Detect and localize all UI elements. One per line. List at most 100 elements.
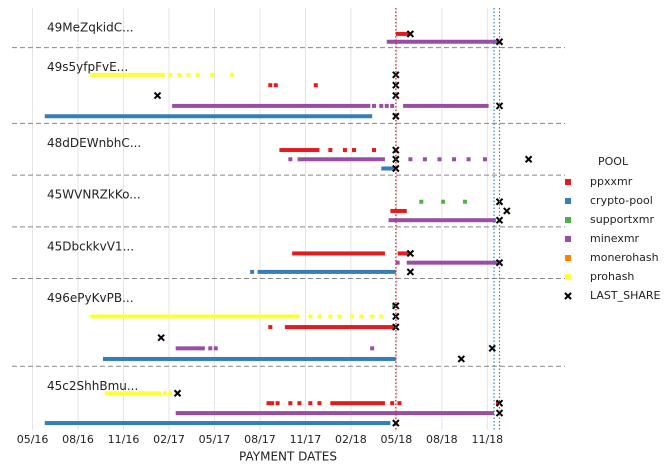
payment-point — [437, 157, 442, 162]
wallet-label: 48dDEWnbhC... — [47, 136, 141, 150]
wallet-label: 49MeZqkidC... — [47, 21, 134, 35]
x-tick-label: 02/18 — [335, 433, 367, 446]
last-share-marker — [173, 389, 182, 397]
activity-segment — [292, 251, 385, 256]
last-share-marker — [495, 258, 504, 267]
activity-segment — [284, 325, 395, 330]
payment-point — [308, 314, 313, 319]
wallet-label: 45DbckkvV1... — [47, 239, 134, 253]
payment-point — [379, 314, 384, 319]
legend-marker — [565, 255, 571, 261]
payment-point — [371, 103, 376, 108]
payment-point — [466, 157, 471, 162]
payment-point — [419, 199, 424, 204]
legend-label: LAST_SHARE — [590, 289, 661, 302]
payment-point — [297, 401, 302, 406]
payment-point — [482, 157, 487, 162]
activity-segment — [44, 114, 373, 119]
legend-marker — [564, 292, 572, 300]
payment-point — [208, 346, 213, 351]
last-share-marker — [392, 146, 400, 154]
activity-segment — [381, 166, 396, 171]
last-share-marker — [406, 249, 415, 258]
last-share-marker — [495, 409, 504, 417]
payment-point — [422, 157, 427, 162]
payment-point — [452, 157, 457, 162]
activity-segment — [297, 157, 385, 162]
payment-point — [168, 72, 173, 77]
legend-marker — [565, 236, 571, 242]
x-axis-label: PAYMENT DATES — [239, 450, 337, 464]
payment-point — [370, 346, 375, 351]
activity-segment — [90, 314, 300, 319]
last-share-marker — [406, 268, 415, 276]
last-share-marker — [503, 207, 511, 215]
last-share-marker — [495, 38, 504, 46]
payment-point — [342, 148, 347, 153]
payment-point — [317, 401, 322, 406]
last-share-marker — [495, 216, 504, 224]
legend-marker — [565, 179, 571, 185]
payment-point — [359, 314, 364, 319]
wallet-label: 45WVNRZkKo... — [47, 188, 141, 202]
payment-point — [441, 199, 446, 204]
activity-segment — [175, 346, 205, 351]
payment-point — [351, 148, 356, 153]
activity-segment — [175, 411, 495, 416]
activity-segment — [386, 39, 500, 44]
last-share-marker — [495, 399, 504, 407]
payment-point — [308, 401, 313, 406]
last-share-marker — [153, 91, 162, 100]
payment-point — [371, 148, 376, 153]
wallet-label: 45c2ShhBmu... — [47, 379, 138, 393]
payment-point — [370, 314, 375, 319]
payment-point — [250, 269, 255, 274]
payment-point — [270, 401, 275, 406]
payment-point — [162, 391, 167, 396]
activity-segment — [330, 401, 385, 406]
activity-segment — [395, 31, 411, 36]
payment-point — [273, 83, 278, 88]
x-tick-label: 11/18 — [471, 433, 503, 446]
legend-label: supportxmr — [590, 213, 654, 226]
last-share-marker — [392, 112, 400, 120]
activity-segment — [397, 251, 411, 256]
payment-point — [390, 103, 395, 108]
legend-title: POOL — [598, 155, 629, 168]
last-share-marker — [406, 30, 415, 38]
last-share-marker — [392, 419, 400, 427]
activity-segment — [44, 421, 391, 426]
payment-point — [275, 401, 280, 406]
legend-marker — [565, 274, 571, 280]
activity-segment — [279, 148, 320, 153]
x-tick-label: 11/17 — [290, 433, 322, 446]
payment-point — [328, 314, 333, 319]
payment-point — [317, 314, 322, 319]
activity-segment — [172, 103, 371, 108]
x-tick-label: 05/17 — [199, 433, 231, 446]
activity-segment — [388, 218, 496, 223]
payment-point — [213, 346, 218, 351]
payment-point — [384, 103, 389, 108]
payment-point — [350, 314, 355, 319]
activity-segment — [392, 303, 396, 308]
legend-label: monerohash — [590, 251, 659, 264]
activity-segment — [406, 260, 500, 265]
payment-point — [195, 72, 200, 77]
last-share-marker — [157, 334, 165, 342]
x-tick-label: 08/18 — [426, 433, 458, 446]
x-tick-label: 02/17 — [153, 433, 185, 446]
x-tick-label: 05/16 — [17, 433, 49, 446]
activity-segment — [102, 356, 396, 361]
payment-point — [395, 260, 400, 265]
payment-point — [210, 72, 215, 77]
payment-point — [397, 401, 402, 406]
activity-segment — [403, 103, 489, 108]
payment-point — [379, 103, 384, 108]
activity-segment — [390, 208, 407, 213]
x-tick-label: 05/18 — [381, 433, 413, 446]
activity-segment — [257, 269, 396, 274]
x-tick-label: 08/17 — [244, 433, 276, 446]
payment-point — [462, 199, 467, 204]
